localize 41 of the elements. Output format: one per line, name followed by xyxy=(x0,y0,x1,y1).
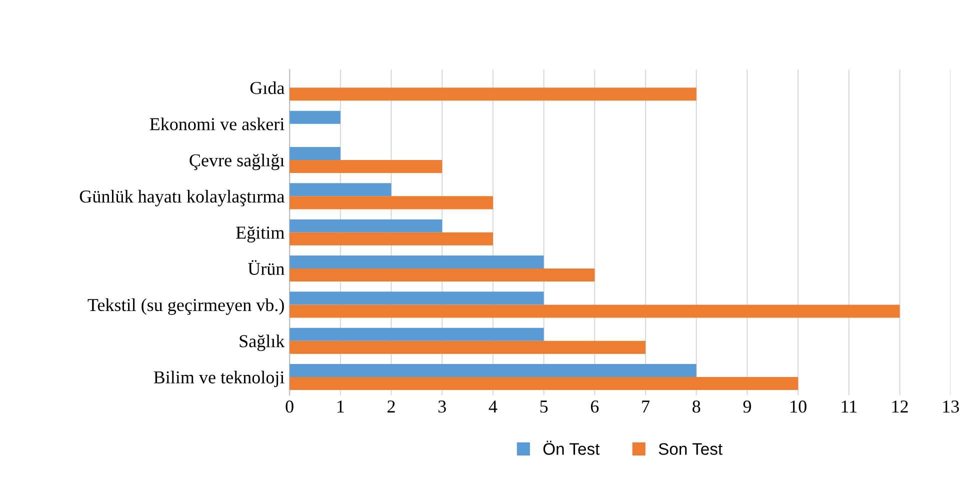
x-tick-label: 12 xyxy=(892,400,908,413)
bar xyxy=(290,364,696,378)
bar xyxy=(290,255,544,269)
y-tick-label: Eğitim xyxy=(236,226,284,242)
x-tick-label: 2 xyxy=(388,400,395,413)
y-tick-label: Sağlık xyxy=(240,334,285,352)
x-tick-label: 4 xyxy=(488,400,498,413)
x-tick-label: 13 xyxy=(943,400,959,413)
y-tick-label: Bilim ve teknoloji xyxy=(154,370,284,388)
bar xyxy=(290,183,392,196)
y-tick-label: Tekstil (su geçirmeyen vb.) xyxy=(88,298,284,315)
bar xyxy=(290,219,442,232)
x-tick-label: 9 xyxy=(743,400,751,413)
bar xyxy=(290,196,493,210)
legend-label: Ön Test xyxy=(543,440,600,455)
bar xyxy=(290,268,595,282)
x-tick-label: 1 xyxy=(338,400,344,413)
x-tick-label: 3 xyxy=(438,400,446,413)
x-tick-label: 10 xyxy=(790,400,806,413)
y-tick-label: Gıda xyxy=(250,81,284,94)
y-tick-label: Günlük hayatı kolaylaştırma xyxy=(80,190,284,206)
bar xyxy=(290,146,340,160)
x-tick-label: 8 xyxy=(692,400,700,413)
y-tick-label: Ekonomi ve askeri xyxy=(150,118,284,130)
x-tick-label: 7 xyxy=(642,400,650,413)
bar xyxy=(290,328,544,341)
legend-label: Son Test xyxy=(658,443,722,455)
bar xyxy=(290,377,798,390)
bar xyxy=(290,304,900,318)
bar xyxy=(290,160,442,174)
x-tick-label: 11 xyxy=(842,400,857,413)
bar xyxy=(290,232,493,246)
bar xyxy=(290,88,696,101)
x-tick-label: 0 xyxy=(286,400,294,413)
y-tick-label: Çevre sağlığı xyxy=(190,154,284,170)
y-tick-label: Ürün xyxy=(248,260,284,275)
x-tick-label: 6 xyxy=(590,400,599,413)
x-tick-label: 5 xyxy=(540,400,548,413)
bar xyxy=(290,110,340,124)
bar xyxy=(290,340,646,354)
bar xyxy=(290,292,544,305)
